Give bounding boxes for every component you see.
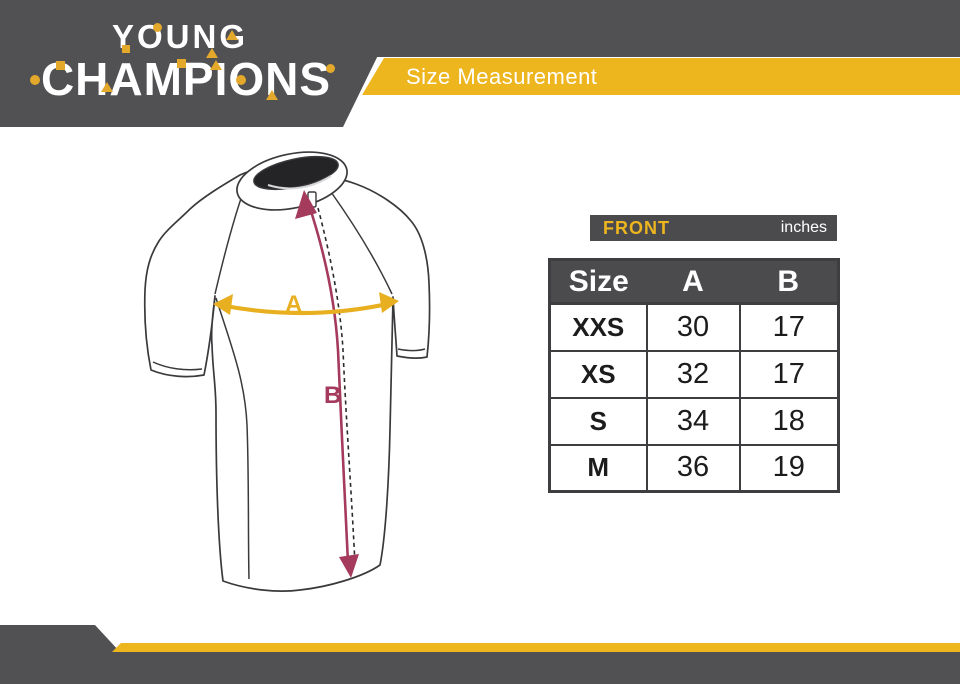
column-header-b: B [739, 258, 840, 305]
length-measure-arrow [295, 190, 359, 578]
size-value: S [548, 396, 648, 446]
brand-name-young: YOUNG [111, 18, 248, 55]
logo-accent-triangle-icon [226, 30, 238, 40]
page-title: Size Measurement [406, 63, 598, 89]
chest-measure-label: A [285, 291, 302, 318]
footer-accent-stripe [112, 643, 960, 652]
logo-accent-square-icon [177, 59, 186, 68]
measure-b-value: 17 [738, 349, 840, 399]
jersey-diagram: A B [128, 145, 448, 605]
logo-accent-dot-icon [30, 75, 40, 85]
brand-logo: YOUNG CHAMPIONS [0, 0, 405, 127]
logo-accent-dot-icon [236, 75, 246, 85]
table-row: M 36 19 [548, 443, 840, 493]
measure-b-value: 18 [738, 396, 840, 446]
table-row: S 34 18 [548, 396, 840, 446]
table-row: XS 32 17 [548, 349, 840, 399]
logo-accent-triangle-icon [210, 60, 222, 70]
logo-accent-dot-icon [153, 23, 162, 32]
logo-accent-square-icon [122, 45, 130, 53]
measure-b-value: 19 [738, 443, 840, 493]
size-table: Size A B XXS 30 17 XS 32 17 S 34 18 M [548, 258, 840, 493]
size-table-header-row: Size A B [548, 258, 840, 305]
units-label: inches [780, 219, 827, 236]
logo-accent-triangle-icon [266, 90, 278, 100]
zipper-dashed-line [317, 207, 356, 566]
size-value: XXS [548, 302, 648, 352]
column-header-size: Size [548, 258, 647, 305]
logo-accent-triangle-icon [101, 82, 113, 92]
logo-accent-square-icon [56, 61, 65, 70]
measurement-view-bar: FRONT inches [590, 215, 837, 241]
measure-b-value: 17 [738, 302, 840, 352]
jersey-collar [236, 151, 348, 211]
logo-accent-dot-icon [326, 64, 335, 73]
logo-accent-triangle-icon [206, 48, 218, 58]
jersey-illustration-icon: A B [143, 151, 431, 592]
column-header-a: A [646, 258, 740, 305]
measure-a-value: 34 [645, 396, 741, 446]
measure-a-value: 36 [645, 443, 741, 493]
table-row: XXS 30 17 [548, 302, 840, 352]
size-value: XS [548, 349, 648, 399]
jersey-outline [143, 164, 431, 592]
measure-a-value: 30 [645, 302, 741, 352]
section-title-bar: Size Measurement [362, 58, 960, 95]
footer-bar [0, 652, 960, 684]
size-value: M [548, 443, 648, 493]
view-label: FRONT [603, 217, 670, 238]
length-measure-label: B [324, 382, 341, 409]
measure-a-value: 32 [645, 349, 741, 399]
chest-measure-arrow [213, 292, 399, 316]
